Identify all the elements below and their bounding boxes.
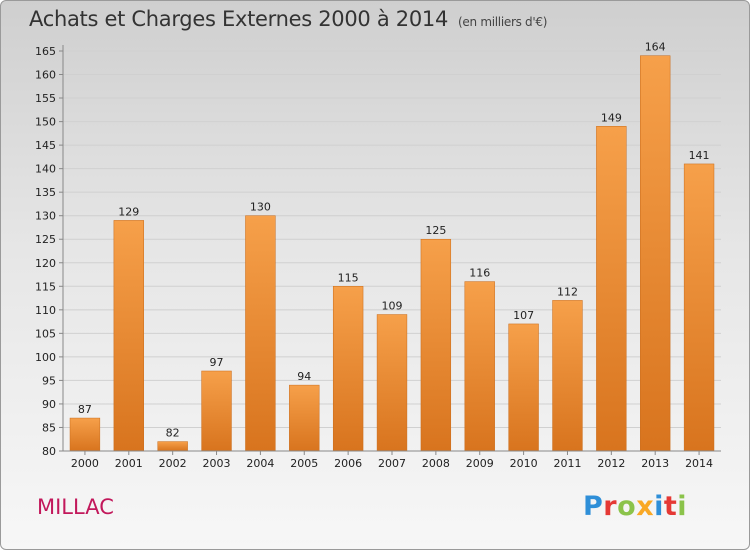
y-tick-label: 130 (35, 210, 56, 223)
data-label-2011: 112 (557, 285, 578, 298)
x-tick-label-2008: 2008 (422, 457, 450, 470)
x-tick-label-2014: 2014 (685, 457, 713, 470)
x-tick-label-2010: 2010 (510, 457, 538, 470)
y-tick-label: 145 (35, 139, 56, 152)
proxiti-logo[interactable]: Proxiti (583, 491, 687, 522)
bar-2002 (157, 441, 188, 452)
bar-2012 (596, 126, 627, 452)
data-label-2003: 97 (210, 356, 224, 369)
y-tick-label: 125 (35, 233, 56, 246)
x-tick-label-2003: 2003 (203, 457, 231, 470)
data-label-2004: 130 (250, 201, 271, 214)
data-label-2010: 107 (513, 309, 534, 322)
logo-letter: i (677, 491, 688, 522)
y-tick-label: 80 (42, 445, 56, 458)
logo-letter: t (663, 491, 678, 522)
y-tick-label: 140 (35, 163, 56, 176)
chart-title-text: Achats et Charges Externes 2000 à 2014 (29, 7, 449, 31)
y-tick-label: 160 (35, 69, 56, 82)
y-tick-label: 115 (35, 280, 56, 293)
bar-2007 (376, 314, 408, 452)
bar-2010 (508, 323, 539, 452)
axes: 80 85 90 95 100 105 110 115 120 125 130 135 140 145 15… (35, 45, 721, 470)
chart-subtitle: (en milliers d'€) (458, 15, 548, 29)
x-tick-label-2001: 2001 (115, 457, 143, 470)
x-tick-label-2006: 2006 (334, 457, 362, 470)
bars: 87 129 82 97 130 94 115 109 125 116 107 112 149 164 14… (69, 41, 715, 452)
bar-2006 (332, 286, 364, 452)
data-label-2005: 94 (297, 370, 311, 383)
bar-2001 (113, 220, 144, 452)
logo-letter: P (583, 491, 604, 522)
logo-letter: o (617, 491, 637, 522)
data-label-2007: 109 (382, 300, 403, 313)
x-tick-label-2012: 2012 (597, 457, 625, 470)
x-tick-label-2007: 2007 (378, 457, 406, 470)
data-label-2009: 116 (469, 267, 490, 280)
y-tick-label: 135 (35, 186, 56, 199)
x-tick-label-2011: 2011 (553, 457, 581, 470)
bar-2009 (464, 281, 495, 452)
bar-2004 (245, 215, 276, 452)
y-tick-label: 105 (35, 327, 56, 340)
data-label-2012: 149 (601, 111, 622, 124)
bar-2013 (640, 55, 671, 452)
y-tick-label: 120 (35, 257, 56, 270)
logo-letter: x (636, 491, 655, 522)
y-tick-label: 95 (42, 374, 56, 387)
bar-2008 (420, 238, 452, 452)
data-label-2000: 87 (78, 403, 92, 416)
bar-2011 (552, 300, 583, 452)
city-name: MILLAC (37, 495, 114, 519)
x-tick-label-2005: 2005 (290, 457, 318, 470)
y-tick-label: 85 (42, 421, 56, 434)
bar-2000 (69, 417, 101, 452)
y-tick-label: 110 (35, 304, 56, 317)
y-tick-label: 155 (35, 92, 56, 105)
data-label-2001: 129 (118, 205, 139, 218)
data-label-2008: 125 (425, 224, 446, 237)
bar-2014 (683, 163, 715, 452)
data-label-2014: 141 (689, 149, 710, 162)
logo-letter: i (654, 491, 664, 522)
chart-title: Achats et Charges Externes 2000 à 2014 (e… (29, 7, 547, 31)
y-tick-label: 165 (35, 45, 56, 58)
x-tick-label-2009: 2009 (466, 457, 494, 470)
logo-letter: r (603, 491, 618, 522)
bar-2003 (201, 370, 232, 452)
x-tick-label-2004: 2004 (246, 457, 274, 470)
x-tick-label-2002: 2002 (159, 457, 187, 470)
x-tick-label-2013: 2013 (641, 457, 669, 470)
y-tick-label: 100 (35, 351, 56, 364)
data-label-2013: 164 (645, 41, 666, 54)
data-label-2002: 82 (166, 427, 180, 440)
x-tick-label-2000: 2000 (71, 457, 99, 470)
data-label-2006: 115 (338, 271, 359, 284)
bar-2005 (289, 384, 320, 452)
y-tick-label: 150 (35, 116, 56, 129)
y-tick-label: 90 (42, 398, 56, 411)
